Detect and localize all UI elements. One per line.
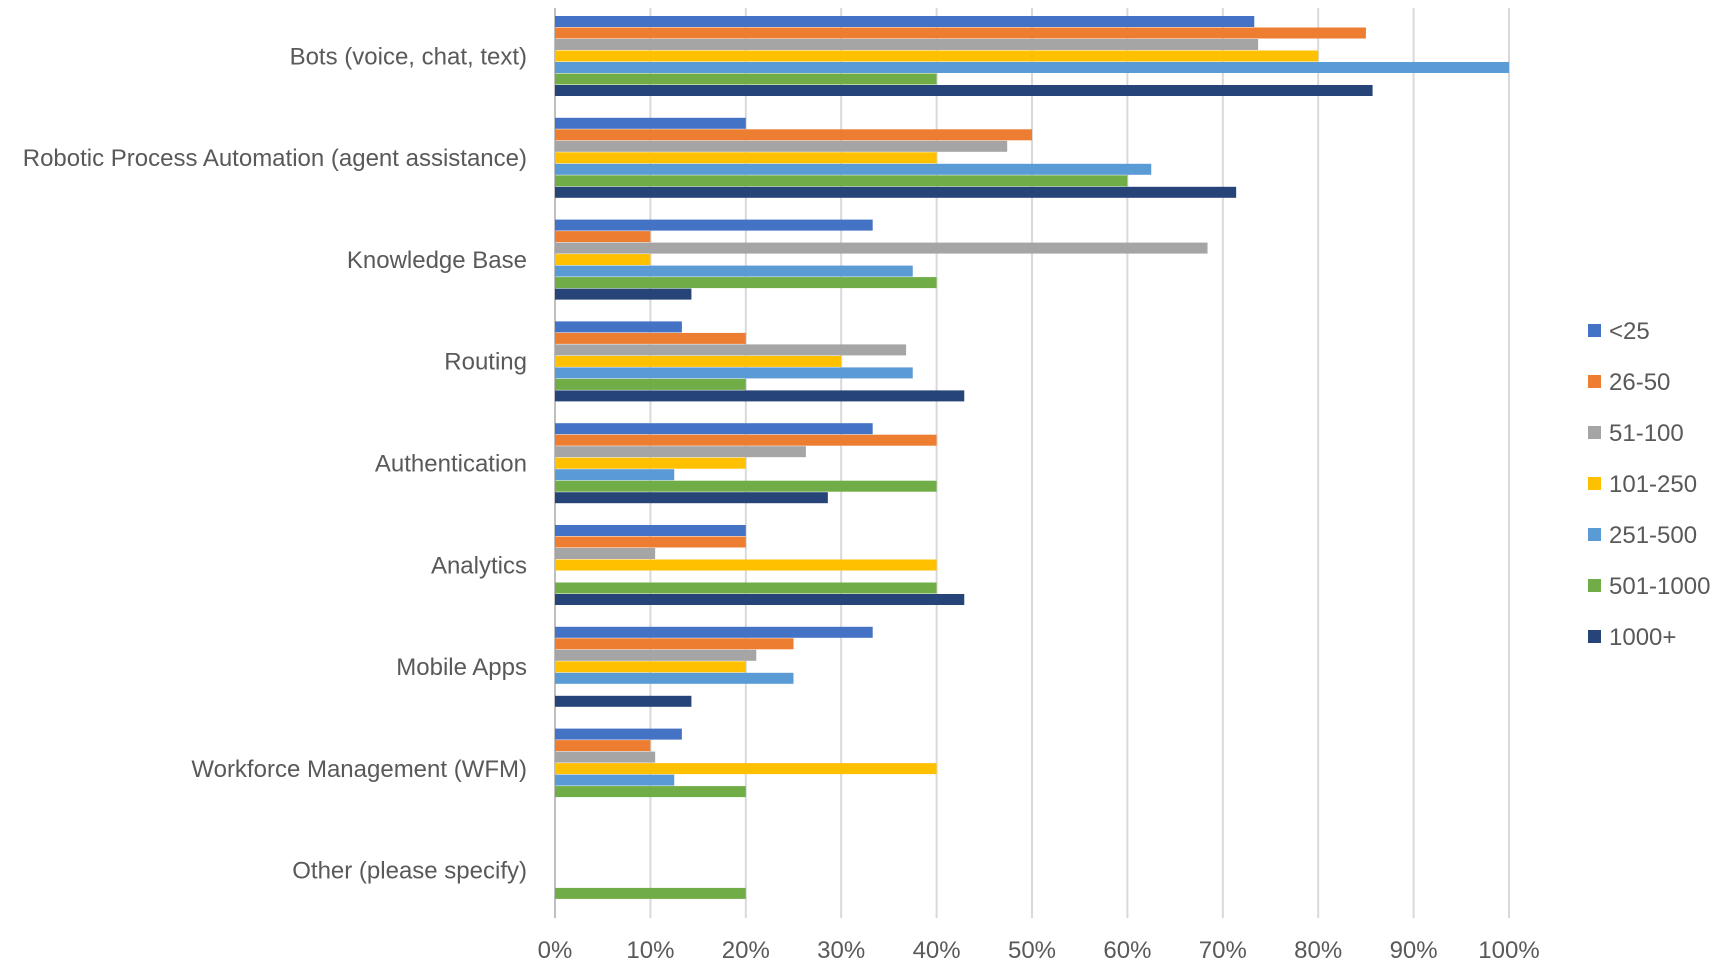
category-label: Robotic Process Automation (agent assist…	[23, 145, 527, 172]
bar	[555, 582, 937, 594]
bar	[555, 559, 937, 571]
legend-label: 51-100	[1609, 420, 1684, 447]
bar	[555, 423, 873, 435]
bar	[555, 367, 913, 379]
bar	[555, 469, 675, 481]
bar	[555, 186, 1237, 198]
bar	[555, 390, 965, 402]
bar	[555, 265, 913, 277]
bar	[555, 728, 682, 740]
bar	[555, 480, 937, 492]
legend-swatch	[1588, 528, 1601, 541]
legend-swatch	[1588, 630, 1601, 643]
x-tick-label: 0%	[538, 937, 573, 964]
category-label: Authentication	[375, 450, 527, 477]
bar	[555, 73, 937, 85]
bar	[555, 163, 1152, 175]
bar	[555, 219, 873, 231]
x-tick-label: 90%	[1390, 937, 1438, 964]
legend-swatch	[1588, 324, 1601, 337]
category-label: Routing	[444, 349, 527, 376]
bar	[555, 695, 692, 707]
bar	[555, 344, 907, 356]
x-tick-label: 30%	[817, 937, 865, 964]
legend-label: 26-50	[1609, 369, 1670, 396]
legend: <25 26-50 51-100 101-250 251-500 501-1000 1000…	[1588, 318, 1710, 651]
bar	[555, 140, 1008, 152]
legend-swatch	[1588, 579, 1601, 592]
bar	[555, 626, 873, 638]
bar	[555, 786, 746, 798]
bar	[555, 649, 757, 661]
category-label: Mobile Apps	[396, 654, 527, 681]
category-label: Knowledge Base	[347, 247, 527, 274]
category-label: Bots (voice, chat, text)	[290, 43, 527, 70]
legend-label: 251-500	[1609, 522, 1697, 549]
bar	[555, 751, 656, 763]
bar	[555, 774, 675, 786]
bar	[555, 16, 1255, 27]
bar	[555, 740, 651, 752]
bar	[555, 27, 1366, 39]
bar	[555, 62, 1509, 73]
bar	[555, 457, 746, 469]
x-tick-label: 80%	[1294, 937, 1342, 964]
bar	[555, 763, 937, 775]
legend-swatch	[1588, 426, 1601, 439]
bar	[555, 434, 937, 446]
bar	[555, 39, 1259, 50]
x-tick-label: 50%	[1008, 937, 1056, 964]
bar	[555, 129, 1032, 141]
category-label: Workforce Management (WFM)	[191, 756, 527, 783]
bar	[555, 242, 1208, 254]
bar	[555, 332, 746, 344]
bar	[555, 231, 651, 243]
bar	[555, 492, 828, 504]
bar	[555, 638, 794, 650]
bar	[555, 536, 746, 548]
legend-label: <25	[1609, 318, 1650, 345]
legend-swatch	[1588, 375, 1601, 388]
bar	[555, 152, 937, 164]
legend-label: 101-250	[1609, 471, 1697, 498]
bar	[555, 378, 746, 390]
x-tick-label: 100%	[1478, 937, 1539, 964]
bar	[555, 321, 682, 333]
bar	[555, 355, 842, 367]
category-label: Other (please specify)	[292, 858, 527, 885]
bar	[555, 548, 656, 559]
legend-swatch	[1588, 477, 1601, 490]
category-label: Analytics	[431, 552, 527, 579]
x-tick-label: 40%	[913, 937, 961, 964]
x-tick-label: 20%	[722, 937, 770, 964]
bar	[555, 117, 746, 129]
bar	[555, 175, 1128, 187]
category-labels: Bots (voice, chat, text) Robotic Process …	[23, 43, 527, 884]
bar	[555, 277, 937, 289]
bar	[555, 446, 806, 458]
legend-label: 1000+	[1609, 624, 1676, 651]
x-tick-label: 70%	[1199, 937, 1247, 964]
bar	[555, 525, 746, 536]
x-tick-label: 10%	[626, 937, 674, 964]
legend-label: 501-1000	[1609, 573, 1710, 600]
bar	[555, 50, 1319, 62]
bar	[555, 661, 746, 673]
bar	[555, 672, 794, 684]
bar	[555, 594, 965, 605]
bar	[555, 288, 692, 300]
bar	[555, 85, 1373, 96]
bars	[555, 16, 1509, 899]
x-axis-tick-labels: 0% 10% 20% 30% 40% 50% 60% 70% 80% 90% 100%	[538, 937, 1540, 964]
bar	[555, 887, 746, 899]
bar	[555, 254, 651, 266]
x-tick-label: 60%	[1103, 937, 1151, 964]
